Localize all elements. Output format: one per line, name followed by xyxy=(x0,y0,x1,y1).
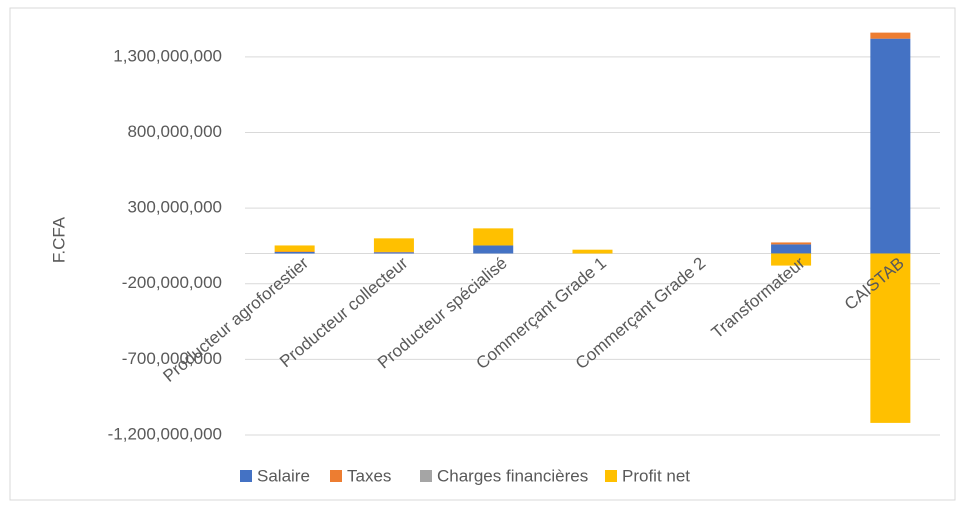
bar-segment xyxy=(771,242,811,244)
bar-segment xyxy=(374,238,414,252)
legend-swatch xyxy=(605,470,617,482)
bar-segment xyxy=(275,252,315,254)
bar-segment xyxy=(473,228,513,245)
bar-segment xyxy=(473,245,513,253)
legend-swatch xyxy=(240,470,252,482)
y-tick-label: 800,000,000 xyxy=(127,122,222,141)
y-tick-label: 1,300,000,000 xyxy=(113,46,222,65)
bar-segment xyxy=(573,250,613,254)
legend-swatch xyxy=(330,470,342,482)
bar-segment xyxy=(870,33,910,39)
y-tick-label: -1,200,000,000 xyxy=(108,424,222,443)
legend-label: Charges financières xyxy=(437,466,588,485)
bar-segment xyxy=(374,252,414,253)
y-tick-label: -200,000,000 xyxy=(122,273,222,292)
legend-label: Profit net xyxy=(622,466,690,485)
legend-label: Salaire xyxy=(257,466,310,485)
legend-label: Taxes xyxy=(347,466,391,485)
bar-segment xyxy=(275,245,315,251)
legend-swatch xyxy=(420,470,432,482)
bar-segment xyxy=(771,244,811,253)
bar-segment xyxy=(870,39,910,254)
y-tick-label: 300,000,000 xyxy=(127,198,222,217)
y-axis-label: F.CFA xyxy=(49,216,68,263)
